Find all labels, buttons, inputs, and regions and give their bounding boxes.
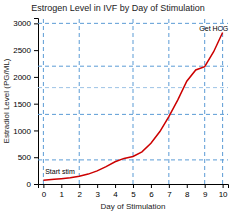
annotation: Start stim <box>45 168 75 175</box>
tick-mark <box>169 184 170 188</box>
tick-mark <box>43 184 44 188</box>
tick: 7 <box>167 184 172 199</box>
tick-label: 3 <box>95 190 100 199</box>
data-line <box>43 32 222 180</box>
axis-line <box>39 185 229 189</box>
y-axis-title: Estradiol Level (PG/ML) <box>2 58 11 143</box>
tick-label: 1000 <box>13 127 31 136</box>
tick: 5 <box>131 184 136 199</box>
x-axis: 0 1 2 3 4 5 6 7 8 9 10 <box>39 184 229 199</box>
tick-label: 0 <box>42 190 47 199</box>
tick-label: 5 <box>131 190 136 199</box>
reference-line <box>133 18 134 184</box>
tick: 3 <box>95 184 100 199</box>
tick-mark <box>79 184 80 188</box>
title: Estrogen Level in IVF by Day of Stimulat… <box>31 3 205 13</box>
reference-line <box>79 18 80 184</box>
tick: 6 <box>149 184 154 199</box>
tick-mark <box>97 184 98 188</box>
tick-mark <box>34 130 38 131</box>
tick-label: 3000 <box>13 19 31 28</box>
tick-label: 8 <box>185 190 190 199</box>
tick-label: 2500 <box>13 46 31 55</box>
tick: 0 <box>27 180 38 189</box>
reference-line <box>168 18 169 184</box>
tick-label: 2 <box>77 190 82 199</box>
tick-label: 1500 <box>13 100 31 109</box>
tick: 0 <box>42 184 47 199</box>
tick: 9 <box>203 184 208 199</box>
tick-mark <box>61 184 62 188</box>
reference-line <box>38 114 228 115</box>
tick: 10 <box>219 184 228 199</box>
reference-line <box>38 23 228 24</box>
tick-mark <box>34 23 38 24</box>
tick-label: 7 <box>167 190 172 199</box>
tick-mark <box>34 77 38 78</box>
tick: 2000 <box>13 73 38 82</box>
tick-label: 6 <box>149 190 154 199</box>
reference-line <box>204 18 205 184</box>
tick-label: 0 <box>27 180 32 189</box>
tick-label: 4 <box>113 190 118 199</box>
annotation: Get HCG <box>199 25 228 32</box>
tick: 1000 <box>13 127 38 136</box>
tick-mark <box>34 104 38 105</box>
x-axis-title: Day of Stimulation <box>101 202 166 211</box>
tick: 2 <box>77 184 82 199</box>
chart: 0 1 2 3 4 5 6 7 8 9 10 0 500 1000 1500 2000 2500 3000 Star… <box>0 0 236 214</box>
tick-label: 500 <box>18 153 32 162</box>
tick-mark <box>34 157 38 158</box>
axis-line <box>34 19 39 185</box>
tick-mark <box>187 184 188 188</box>
reference-line <box>222 18 223 184</box>
tick: 4 <box>113 184 118 199</box>
tick-mark <box>151 184 152 188</box>
tick-label: 9 <box>203 190 208 199</box>
y-axis: 0 500 1000 1500 2000 2500 3000 <box>13 19 38 190</box>
reference-line <box>38 66 228 67</box>
tick-mark <box>34 184 38 185</box>
tick: 1500 <box>13 100 38 109</box>
tick: 2500 <box>13 46 38 55</box>
tick: 500 <box>18 153 38 162</box>
tick-mark <box>115 184 116 188</box>
tick: 8 <box>185 184 190 199</box>
reference-line <box>38 87 228 88</box>
reference-line <box>43 18 44 184</box>
tick-label: 1 <box>60 190 65 199</box>
tick-label: 10 <box>219 190 228 199</box>
tick-mark <box>34 50 38 51</box>
plot-area <box>38 18 228 184</box>
tick-mark <box>205 184 206 188</box>
tick: 1 <box>60 184 65 199</box>
tick-label: 2000 <box>13 73 31 82</box>
tick: 3000 <box>13 19 38 28</box>
tick-mark <box>223 184 224 188</box>
tick-mark <box>133 184 134 188</box>
